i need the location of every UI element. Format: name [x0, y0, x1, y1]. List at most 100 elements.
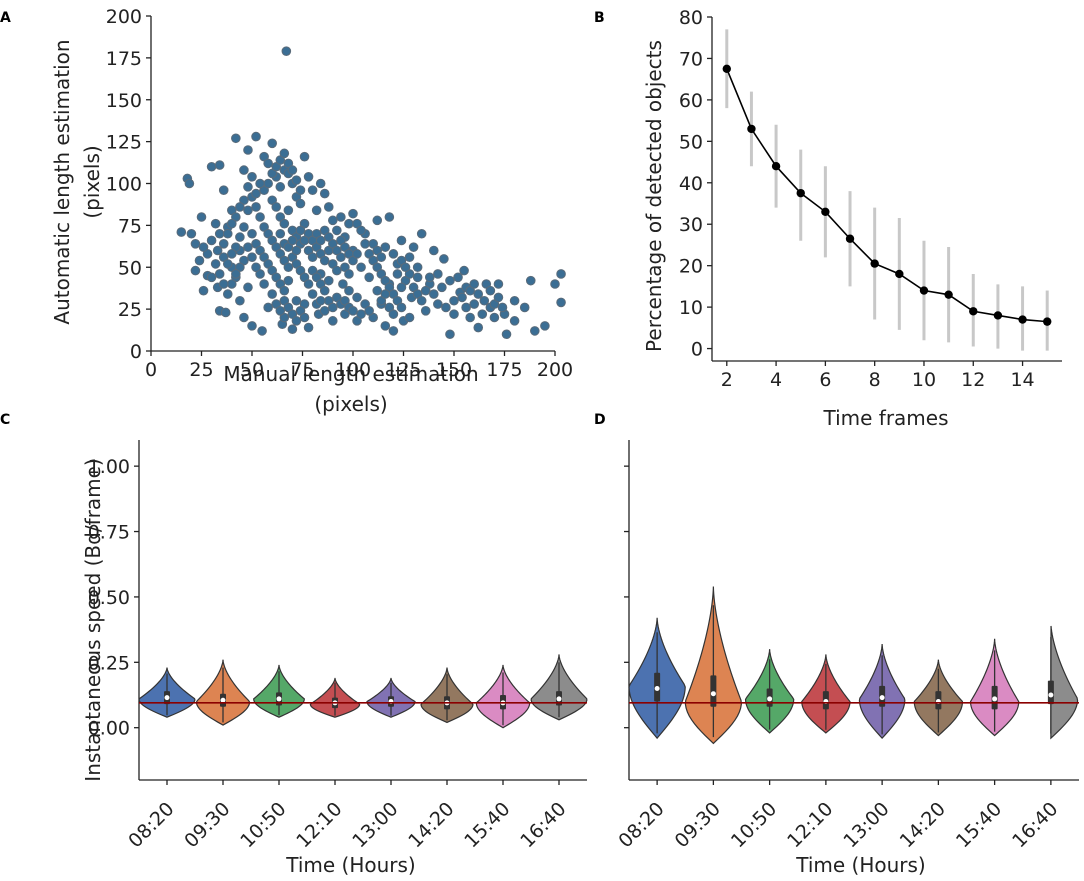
y-axis-label-line2: (pixels)	[80, 145, 104, 218]
scatter-point	[356, 225, 366, 236]
scatter-point	[465, 312, 475, 323]
scatter-point	[255, 212, 265, 222]
scatter-point	[279, 285, 290, 296]
scatter-point	[469, 299, 480, 309]
scatter-point	[218, 185, 229, 195]
y-tick-label: 20	[679, 256, 703, 278]
x-tick-label: 10	[912, 369, 936, 391]
scatter-point	[315, 235, 326, 246]
x-tick-label: 14	[1010, 369, 1034, 391]
scatter-point	[220, 307, 231, 318]
x-tick-label: 175	[486, 359, 522, 381]
scatter-point	[186, 228, 197, 239]
y-tick-label: 0.25	[88, 652, 130, 674]
scatter-point	[493, 279, 504, 289]
scatter-point	[388, 309, 399, 319]
scatter-point	[247, 252, 257, 263]
scatter-point	[404, 312, 415, 323]
panel-label-b: B	[594, 10, 605, 26]
scatter-point	[194, 255, 205, 266]
scatter-point	[299, 151, 310, 162]
y-tick-label: 200	[106, 6, 142, 28]
scatter-point	[267, 289, 278, 299]
data-point	[771, 162, 781, 171]
scatter-point	[283, 262, 294, 273]
scatter-point	[303, 322, 314, 333]
scatter-point	[332, 265, 342, 276]
scatter-point	[332, 245, 342, 256]
scatter-point	[356, 309, 366, 319]
scatter-point	[364, 272, 374, 283]
axes-d: 08:20 09:30 10:50 12:10 13:00 14:20 15:40 16:40	[614, 440, 1079, 852]
scatter-point	[519, 302, 530, 313]
scatter-point	[315, 295, 326, 306]
median-marker	[767, 696, 773, 702]
scatter-point	[530, 326, 540, 336]
scatter-point	[283, 205, 294, 216]
scatter-point	[449, 295, 459, 306]
y-tick-label: 40	[679, 173, 703, 195]
scatter-point	[227, 218, 237, 229]
scatter-point	[323, 202, 334, 212]
scatter-point	[198, 285, 209, 296]
scatter-point	[303, 172, 314, 182]
scatter-plot-a: 0 25 50 75 100 125 150 175 200 0 25 50 75 100 125 150 17…	[50, 6, 573, 416]
scatter-point	[453, 272, 463, 283]
scatter-point	[251, 262, 261, 273]
scatter-point	[251, 188, 261, 199]
scatter-point	[247, 228, 257, 239]
scatter-point	[299, 235, 310, 246]
scatter-point	[380, 242, 391, 252]
scatter-point	[291, 316, 302, 326]
y-tick-label: 0.50	[88, 587, 130, 609]
x-axis-label-line2: (pixels)	[314, 392, 387, 416]
scatter-point	[279, 148, 290, 159]
scatter-point	[497, 302, 508, 313]
scatter-point	[291, 175, 302, 185]
scatter-point	[303, 279, 314, 289]
y-axis-label: Percentage of detected objects	[642, 40, 666, 352]
x-tick-label: 15:40	[460, 798, 514, 852]
panel-label-d: D	[594, 412, 606, 428]
scatter-point	[441, 302, 451, 313]
scatter-point	[344, 218, 354, 229]
x-tick-label: 50	[240, 359, 264, 381]
y-tick-label: 30	[679, 214, 703, 236]
x-tick-label: 4	[770, 369, 782, 391]
median-marker	[879, 695, 885, 701]
data-point	[821, 207, 830, 216]
y-tick-label: 100	[106, 174, 142, 196]
panel-label-a: A	[0, 10, 11, 26]
x-tick-label: 15:40	[952, 798, 1006, 852]
x-axis-label: Time frames	[822, 406, 948, 430]
violin-body	[1050, 625, 1079, 740]
scatter-point	[247, 321, 257, 331]
scatter-point	[352, 249, 362, 259]
median-marker	[276, 696, 282, 702]
scatter-point	[424, 272, 435, 283]
scatter-point	[206, 272, 217, 283]
scatter-point	[243, 182, 253, 192]
scatter-point	[231, 269, 241, 279]
y-tick-label: 175	[106, 48, 142, 70]
data-point	[1043, 317, 1052, 326]
scatter-point	[416, 295, 427, 306]
scatter-point	[479, 295, 490, 306]
scatter-point	[352, 292, 362, 303]
data-point	[1018, 315, 1027, 324]
violins-d	[628, 586, 1079, 745]
x-tick-label: 200	[537, 359, 573, 381]
median-marker	[220, 697, 226, 703]
scatter-point	[235, 202, 245, 212]
scatter-point	[295, 198, 306, 209]
iqr-box	[710, 675, 717, 707]
scatter-point	[433, 299, 443, 309]
scatter-point	[214, 269, 225, 279]
scatter-point	[235, 232, 245, 242]
data-point	[722, 64, 731, 74]
scatter-point	[469, 279, 480, 289]
scatter-point	[307, 289, 318, 299]
x-tick-label: 125	[385, 359, 421, 381]
scatter-point	[388, 249, 399, 259]
scatter-point	[384, 212, 395, 222]
